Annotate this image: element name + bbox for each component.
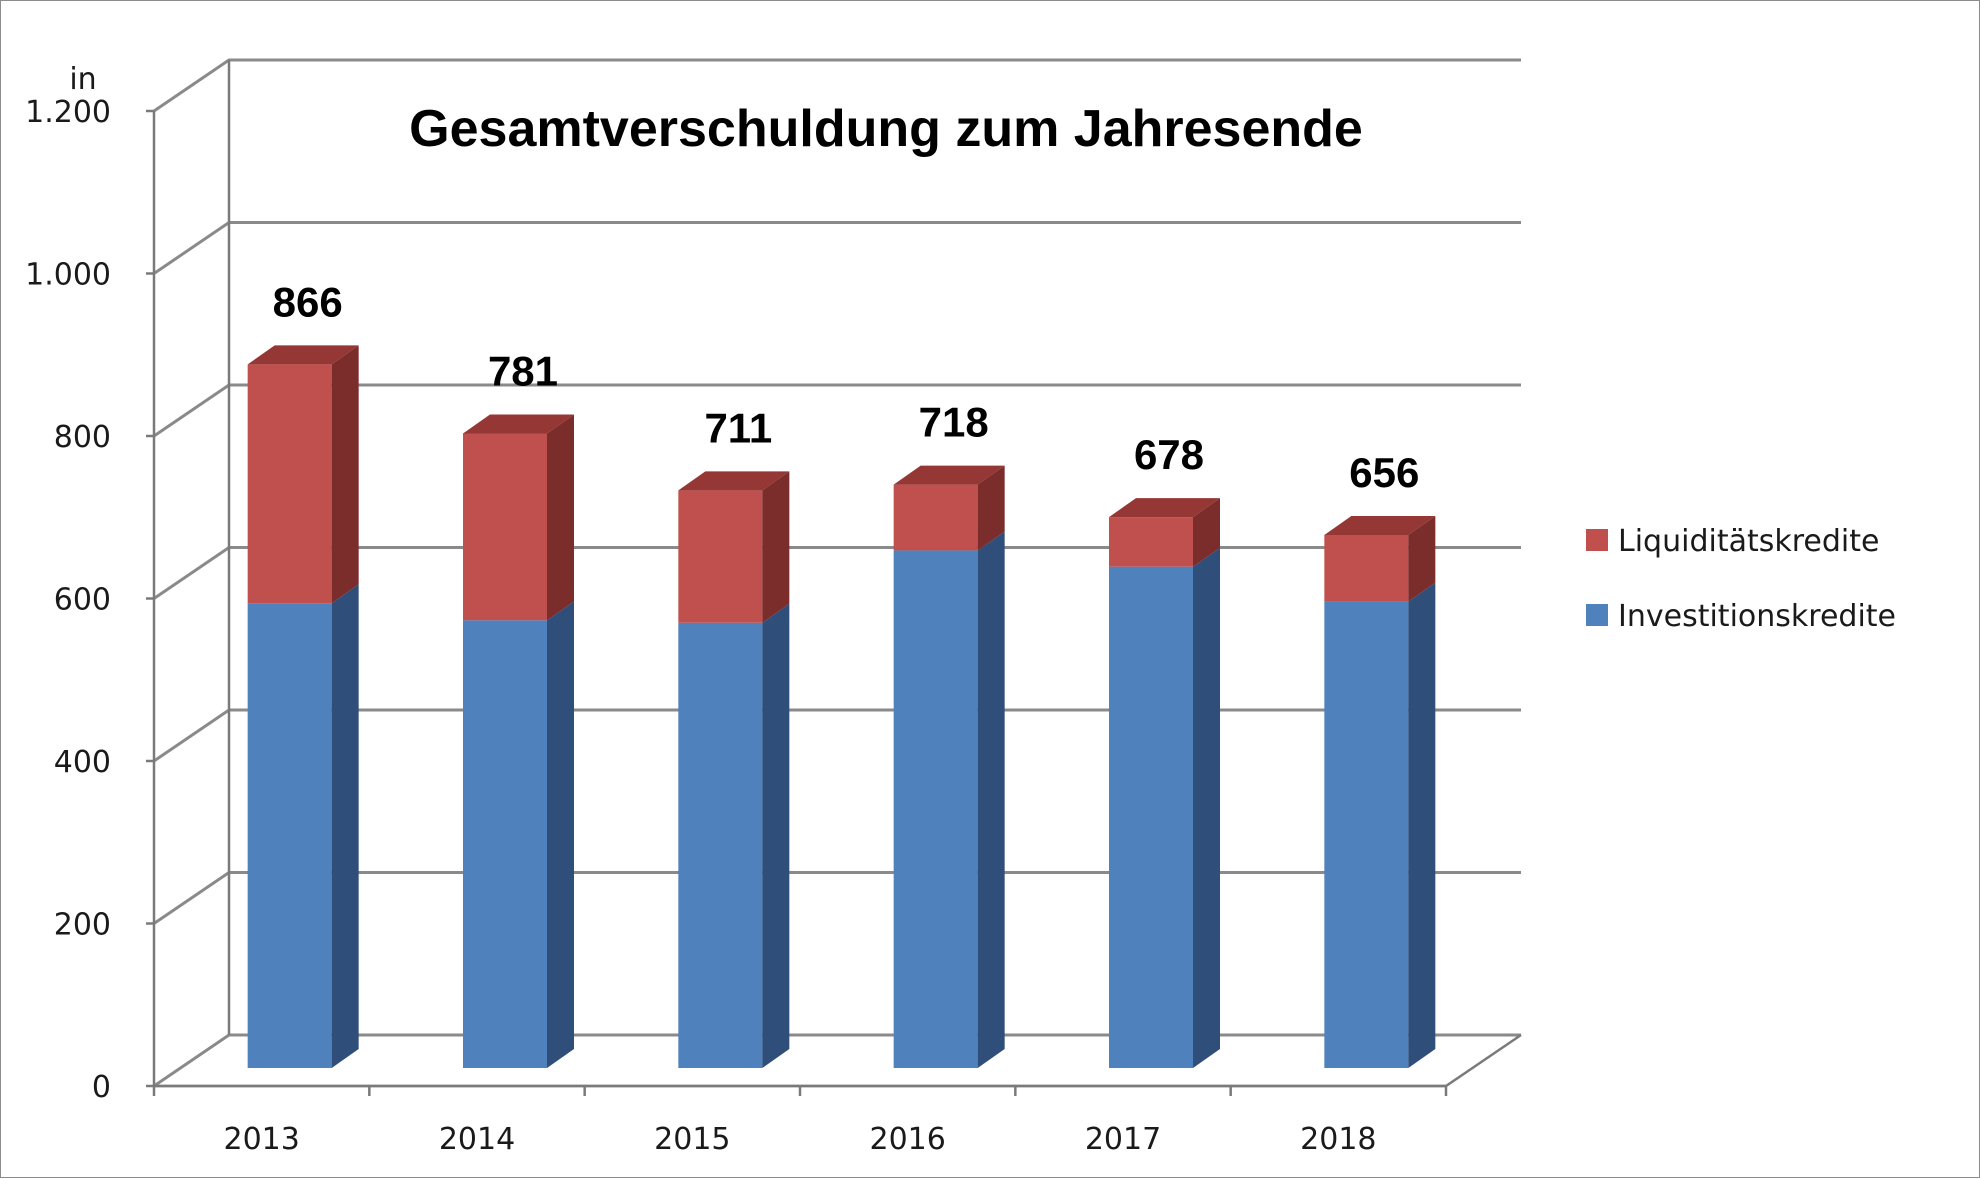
bar-side-face bbox=[977, 465, 1005, 551]
gridline-1000 bbox=[153, 221, 1521, 275]
bar-side-face bbox=[762, 471, 790, 623]
bar-side-face bbox=[1408, 582, 1436, 1068]
bar-front-face bbox=[247, 603, 332, 1068]
y-axis-unit-label: in bbox=[69, 62, 96, 97]
x-tick-label-2014: 2014 bbox=[439, 1122, 515, 1157]
legend-label: Investitionskredite bbox=[1618, 599, 1896, 634]
bar-segment-investitionskredite-2015 bbox=[678, 603, 790, 1068]
y-tick-label: 0 bbox=[92, 1070, 111, 1105]
total-label-2016: 718 bbox=[919, 399, 989, 446]
y-tick-label: 600 bbox=[54, 583, 111, 618]
bar-top-face bbox=[1324, 516, 1436, 535]
gridline-400 bbox=[153, 708, 1521, 763]
bar-top-face bbox=[247, 345, 359, 365]
bar-segment-investitionskredite-2014 bbox=[463, 601, 574, 1068]
total-label-2015: 711 bbox=[704, 404, 772, 451]
y-tick-label: 200 bbox=[54, 908, 111, 943]
x-tick-label-2016: 2016 bbox=[869, 1122, 945, 1157]
bar-segment-liquiditätskredite-2013 bbox=[247, 345, 359, 604]
legend-item: Investitionskredite bbox=[1586, 599, 1896, 634]
bar-front-face bbox=[1324, 601, 1409, 1068]
legend-item: Liquiditätskredite bbox=[1586, 524, 1879, 559]
bar-side-face bbox=[331, 584, 359, 1068]
total-label-2014: 781 bbox=[488, 347, 558, 394]
bar-front-face bbox=[678, 622, 763, 1068]
gridline-600 bbox=[153, 546, 1521, 600]
gridline-200 bbox=[153, 871, 1521, 925]
bar-side-face bbox=[762, 603, 790, 1068]
bar-front-face bbox=[463, 433, 547, 621]
legend-swatch bbox=[1586, 529, 1608, 551]
bar-segment-liquiditätskredite-2014 bbox=[463, 414, 574, 621]
total-label-2013: 866 bbox=[273, 278, 343, 325]
x-tick-label-2017: 2017 bbox=[1085, 1122, 1161, 1157]
bar-segment-investitionskredite-2016 bbox=[893, 531, 1005, 1068]
bar-front-face bbox=[463, 620, 547, 1068]
gridline-800 bbox=[153, 383, 1521, 438]
x-tick-label-2013: 2013 bbox=[223, 1122, 299, 1157]
bar-segment-liquiditätskredite-2015 bbox=[678, 471, 790, 623]
y-tick-label: 400 bbox=[54, 745, 111, 780]
bar-side-face bbox=[1193, 498, 1220, 567]
x-tick-label-2018: 2018 bbox=[1300, 1122, 1376, 1157]
bar-segment-liquiditätskredite-2016 bbox=[893, 465, 1005, 551]
bar-side-face bbox=[547, 601, 574, 1068]
bar-front-face bbox=[1109, 517, 1193, 567]
bar-side-face bbox=[547, 414, 574, 621]
bar-top-face bbox=[678, 471, 790, 491]
bar-front-face bbox=[893, 550, 978, 1068]
y-tick-label: 1.200 bbox=[25, 95, 111, 130]
bar-top-face bbox=[1109, 498, 1220, 518]
y-tick-label: 800 bbox=[54, 420, 111, 455]
legend-label: Liquiditätskredite bbox=[1618, 524, 1879, 559]
x-tick-label-2015: 2015 bbox=[654, 1122, 730, 1157]
y-tick-label: 1.000 bbox=[25, 258, 111, 293]
chart-title: Gesamtverschuldung zum Jahresende bbox=[409, 100, 1363, 158]
gridline-0 bbox=[153, 1033, 1521, 1088]
bar-segment-investitionskredite-2018 bbox=[1324, 582, 1436, 1068]
total-label-2017: 678 bbox=[1134, 431, 1204, 478]
bar-front-face bbox=[1109, 566, 1193, 1068]
bar-segment-liquiditätskredite-2017 bbox=[1109, 498, 1220, 567]
bar-segment-investitionskredite-2017 bbox=[1109, 547, 1220, 1068]
bar-front-face bbox=[247, 364, 332, 604]
bar-top-face bbox=[893, 465, 1005, 485]
bar-front-face bbox=[678, 490, 763, 623]
bar-front-face bbox=[1324, 535, 1409, 602]
bar-side-face bbox=[1408, 516, 1436, 602]
floor-edge bbox=[154, 1033, 1522, 1088]
bar-segment-investitionskredite-2013 bbox=[247, 584, 359, 1068]
bar-side-face bbox=[1193, 547, 1220, 1068]
bar-top-face bbox=[463, 414, 574, 434]
total-label-2018: 656 bbox=[1349, 449, 1419, 496]
bar-side-face bbox=[331, 345, 359, 604]
bar-segment-liquiditätskredite-2018 bbox=[1324, 516, 1436, 602]
legend-swatch bbox=[1586, 604, 1608, 626]
bar-side-face bbox=[977, 531, 1005, 1068]
bar-front-face bbox=[893, 484, 978, 551]
